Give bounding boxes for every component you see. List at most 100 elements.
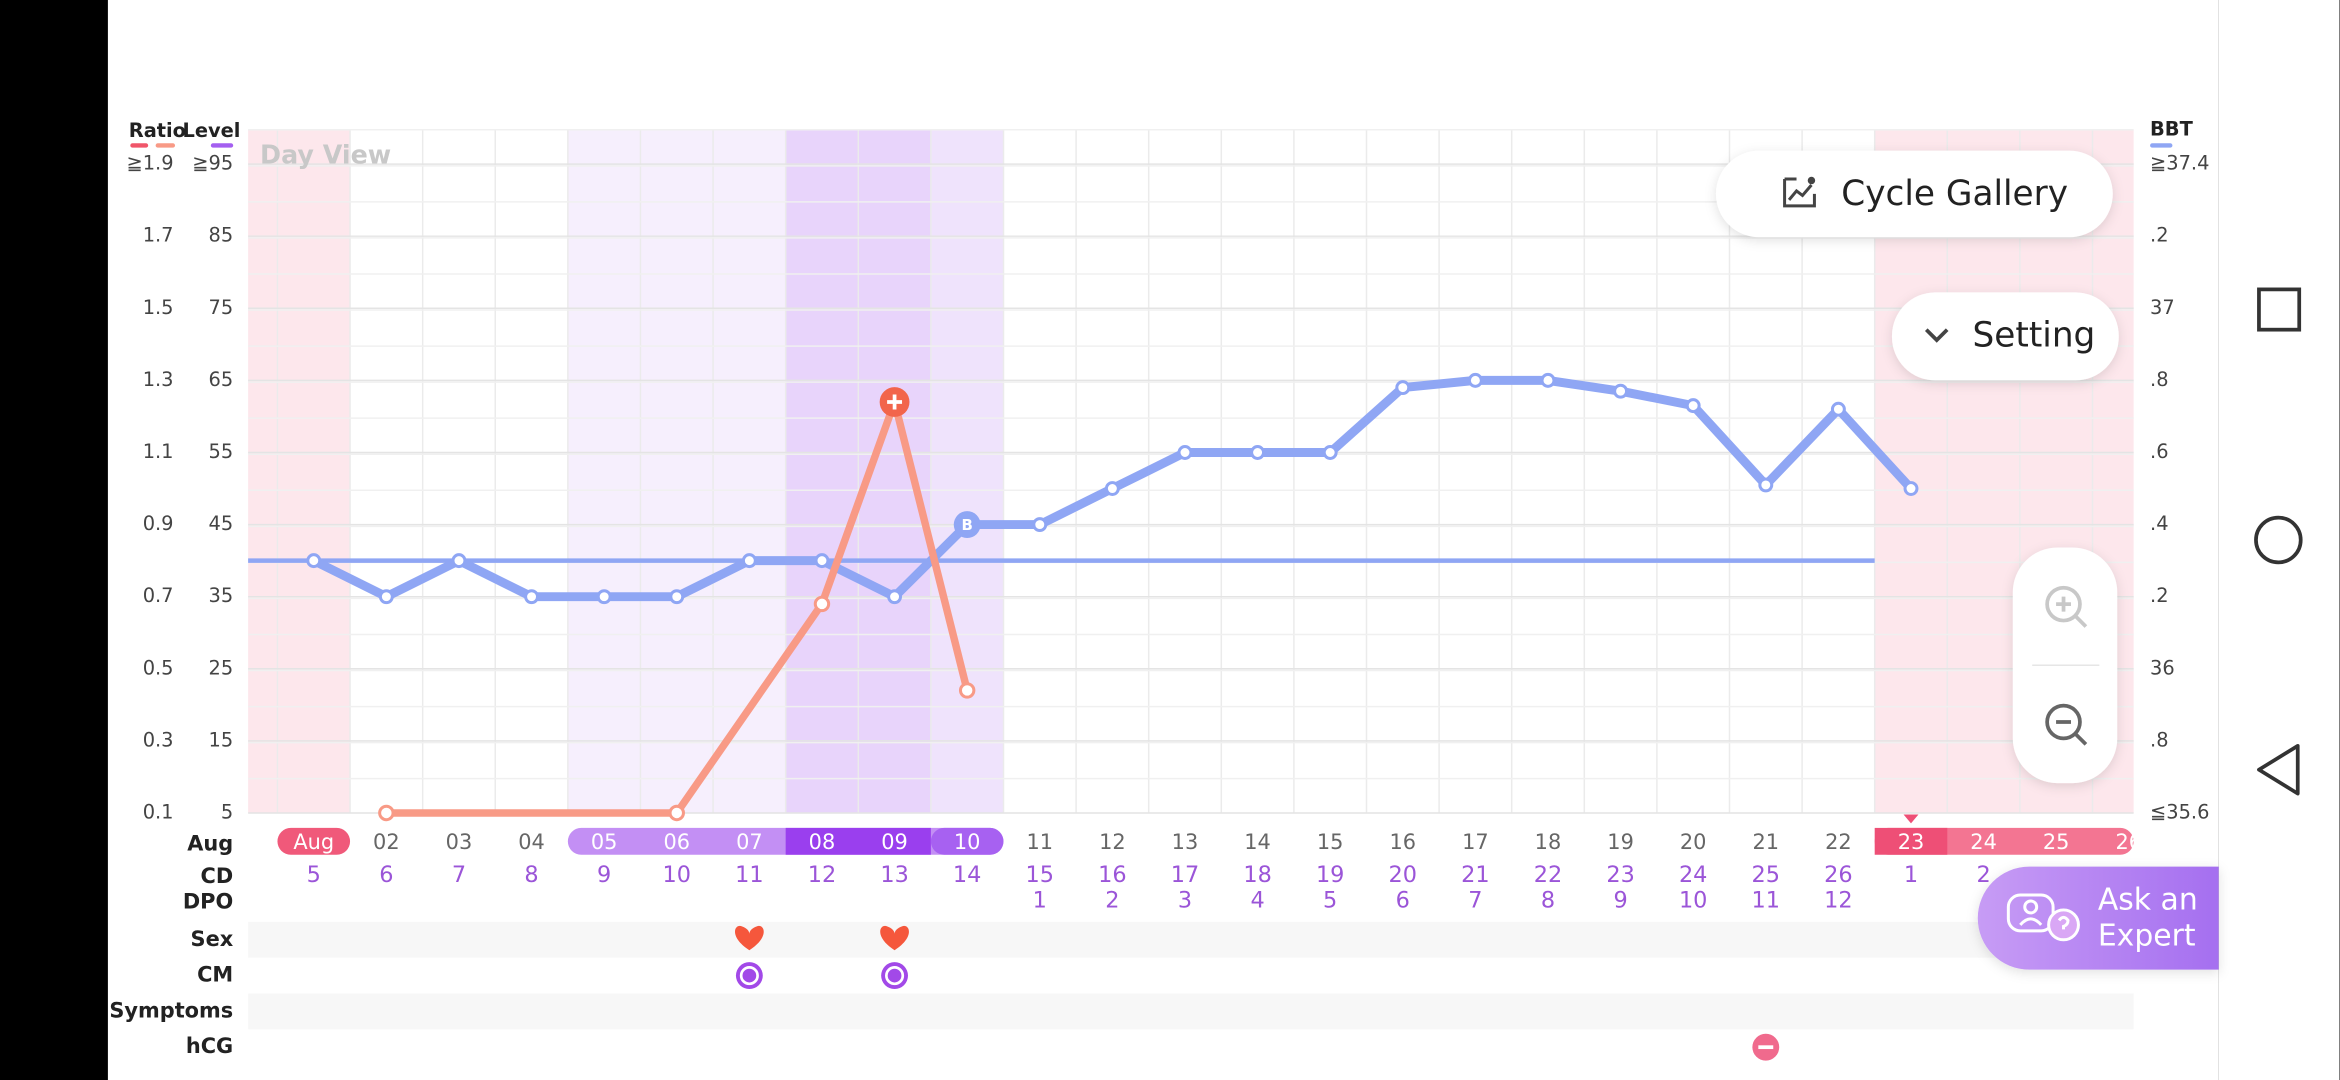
- cycle-day: 5: [307, 862, 321, 888]
- legend-swatch: [210, 143, 234, 148]
- y2-tick-label: .8: [2150, 368, 2169, 391]
- zoom-out-button[interactable]: [2045, 703, 2088, 746]
- bbt-point: [741, 553, 757, 569]
- gallery-icon-dot: [1807, 176, 1816, 185]
- cycle-day: 16: [1098, 862, 1126, 888]
- row-stripe: [248, 921, 2134, 958]
- cycle-day: 2: [1976, 862, 1990, 888]
- expert-icon: [2006, 893, 2080, 942]
- date-pill: [930, 827, 1004, 855]
- plot-background: [248, 129, 2134, 813]
- bbt-point: [1830, 401, 1846, 417]
- x-tick-label: 24: [1970, 830, 1997, 854]
- x-tick-label: 11: [1026, 830, 1053, 854]
- ratio-tick-label: 1.7: [143, 224, 174, 247]
- y-tick-label: 15: [209, 728, 234, 751]
- cycle-day: 7: [452, 862, 466, 888]
- row-stripe: [248, 993, 2134, 1030]
- cm-icon-inner: [739, 966, 759, 986]
- cycle-day: 9: [597, 862, 611, 888]
- cycle-gallery-label[interactable]: Cycle Gallery: [1841, 174, 2068, 214]
- ask-expert-button[interactable]: [1977, 866, 2219, 970]
- cycle-day: 1: [1904, 862, 1918, 888]
- legend-swatch: [2150, 143, 2173, 148]
- y-tick-label: 75: [209, 296, 234, 319]
- ratio-tick-label: 0.9: [143, 512, 174, 535]
- level-point: [378, 804, 395, 822]
- bbt-point: [1032, 517, 1048, 533]
- bbt-point: [596, 589, 612, 605]
- level-point: [958, 682, 976, 699]
- recent-button[interactable]: [2257, 287, 2302, 332]
- phase-band: [248, 129, 351, 813]
- bbt-point: [1758, 477, 1774, 493]
- y2-tick-label: 36: [2150, 656, 2175, 679]
- cycle-day: 12: [808, 862, 836, 888]
- sex-icon: [880, 925, 909, 951]
- y-tick-label: 65: [209, 368, 234, 391]
- y-tick-label: 25: [209, 656, 234, 679]
- cycle-day: 17: [1171, 862, 1199, 888]
- x-tick-label: 16: [1389, 830, 1416, 854]
- cycle-day: 13: [880, 862, 908, 888]
- dpo-day: 2: [1105, 887, 1119, 913]
- cycle-gallery-button[interactable]: [1715, 150, 2113, 238]
- legend-swatch: [155, 143, 176, 148]
- back-button[interactable]: [2257, 743, 2300, 796]
- bbt-point: [1467, 372, 1483, 388]
- date-pill: [1874, 827, 1948, 855]
- axis-title: Ratio: [129, 119, 186, 142]
- cycle-day: 19: [1316, 862, 1344, 888]
- x-tick-label: 08: [809, 830, 836, 854]
- x-tick-label: 05: [591, 830, 618, 854]
- left-bar: [0, 0, 108, 1080]
- bbt-point: [1250, 445, 1266, 460]
- cycle-day: 23: [1606, 862, 1634, 888]
- row-label: CM: [197, 963, 233, 987]
- dpo-day: 11: [1752, 887, 1780, 913]
- setting-label[interactable]: Setting: [1973, 316, 2096, 356]
- x-tick-label: 06: [663, 830, 690, 854]
- ask-expert-label[interactable]: Expert: [2098, 918, 2196, 953]
- y2-tick-label: ≦35.6: [2150, 800, 2209, 823]
- bbt-point: [1903, 481, 1919, 496]
- date-pill: [277, 827, 351, 855]
- x-tick-label: 19: [1607, 830, 1634, 854]
- row-label: Aug: [187, 831, 233, 855]
- peak-plus: [887, 394, 903, 410]
- date-pill: [785, 827, 931, 855]
- dpo-day: 12: [1824, 887, 1852, 913]
- x-tick-label: 04: [518, 830, 545, 854]
- cycle-day: 24: [1679, 862, 1707, 888]
- y2-tick-label: .8: [2150, 728, 2169, 751]
- view-title: Day View: [260, 140, 391, 170]
- bbt-point: [1177, 445, 1193, 460]
- y2-tick-label: 37: [2150, 296, 2175, 319]
- x-tick-label: 25: [2043, 830, 2070, 854]
- y-tick-label: ≧95: [192, 152, 233, 175]
- cycle-day: 6: [379, 862, 393, 888]
- dpo-day: 7: [1468, 887, 1482, 913]
- zoom-in-button[interactable]: [2045, 585, 2088, 628]
- cycle-day: 18: [1243, 862, 1271, 888]
- x-tick-label: 23: [1898, 830, 1925, 854]
- ask-expert-label[interactable]: Ask an: [2098, 882, 2198, 917]
- x-tick-label: 09: [881, 830, 908, 854]
- y2-tick-label: .2: [2150, 224, 2169, 247]
- bbt-point: [451, 553, 467, 569]
- setting-button[interactable]: [1891, 292, 2119, 381]
- x-tick-label: 20: [1680, 830, 1707, 854]
- bbt-point: [524, 589, 540, 605]
- home-button[interactable]: [2254, 515, 2303, 565]
- chevron-icon: [1924, 328, 1949, 343]
- x-tick-label: 17: [1462, 830, 1489, 854]
- bbt-point: [378, 589, 394, 605]
- y-tick-label: 5: [221, 800, 233, 823]
- bbt-point: [1685, 398, 1701, 414]
- ratio-tick-label: 1.5: [143, 296, 174, 319]
- bbt-point: [887, 589, 903, 605]
- row-label: Symptoms: [109, 998, 233, 1022]
- cycle-day: 26: [1824, 862, 1852, 888]
- cycle-day: 22: [1534, 862, 1562, 888]
- dpo-day: 3: [1178, 887, 1192, 913]
